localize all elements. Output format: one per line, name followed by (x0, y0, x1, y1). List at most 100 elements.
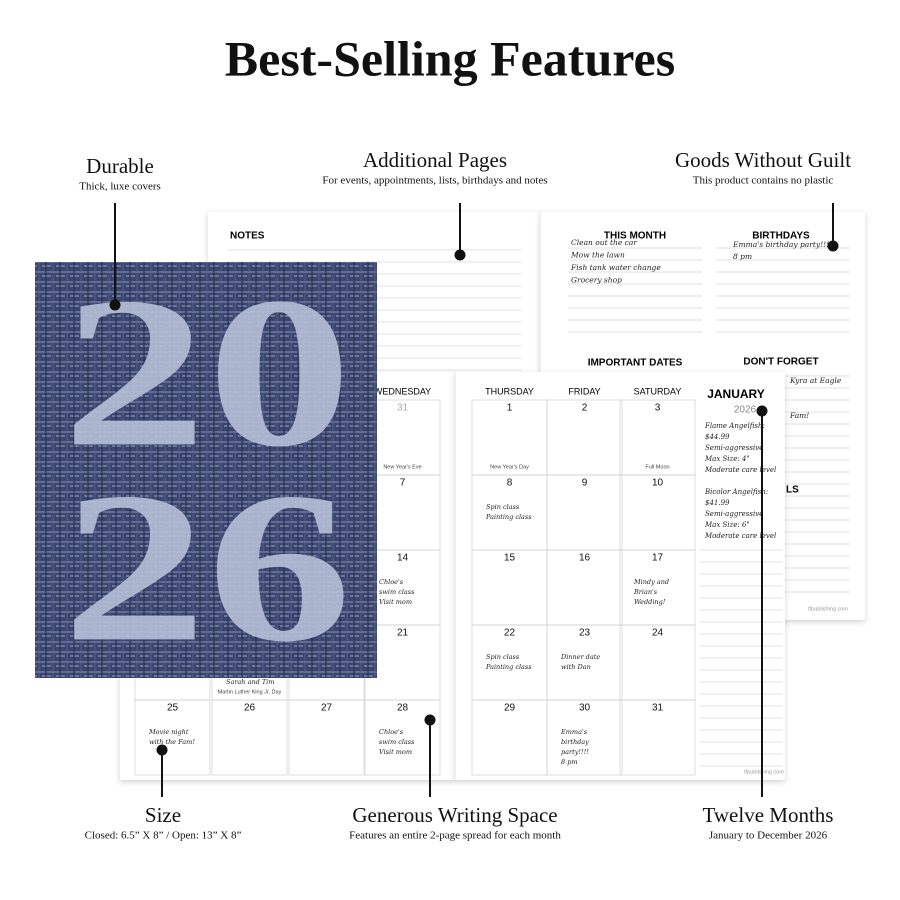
handwritten-note: Moderate care level (704, 466, 776, 474)
handwritten-note: $44.99 (705, 433, 730, 441)
callout-title: Durable (86, 154, 154, 178)
handwritten-note: Semi-aggressive (705, 444, 763, 452)
day-number: 27 (321, 703, 333, 714)
handwritten-note: Sarah and Tim (226, 678, 274, 686)
callout-subtitle: January to December 2026 (709, 830, 828, 842)
handwritten-note: Max Size: 4" (704, 455, 750, 463)
handwritten-note: with the Fam! (149, 738, 195, 746)
handwritten-note: Painting class (485, 513, 532, 521)
calendar-cell (619, 699, 696, 776)
handwritten-note: Wedding! (634, 598, 666, 606)
footer-url: tfpublishing.com (808, 606, 848, 612)
callouts: Durable Thick, luxe covers Additional Page… (79, 148, 851, 842)
handwritten-note: Fish tank water change (570, 263, 661, 272)
handwritten-note: Clean out the car (571, 238, 637, 247)
calendar-event: Full Moon (645, 464, 669, 470)
handwritten-note: with Dan (561, 663, 591, 671)
calendar-cell (134, 699, 211, 776)
handwritten-note: Chloe's (379, 578, 404, 586)
weekday-label: FRIDAY (568, 386, 600, 396)
calendar-cell (288, 699, 365, 776)
day-number: 30 (579, 703, 591, 714)
handwritten-note: Spin class (486, 653, 520, 661)
callout-title: Twelve Months (703, 803, 834, 827)
callout-dot (109, 299, 121, 311)
callout-dot (424, 714, 436, 726)
day-number: 15 (504, 553, 516, 564)
section-heading: DON'T FORGET (743, 357, 818, 368)
calendar-cell (546, 699, 623, 776)
handwritten-note: 8 pm (733, 252, 752, 261)
handwritten-note: 8 pm (561, 758, 578, 766)
handwritten-note: swim class (379, 738, 415, 746)
section-heading: BIRTHDAYS (752, 231, 810, 242)
section-heading: IMPORTANT DATES (588, 358, 683, 369)
day-number: 28 (397, 703, 409, 714)
callout-title: Size (145, 803, 181, 827)
handwritten-note: Mow the lawn (570, 251, 625, 260)
page-title: Best-Selling Features (225, 30, 675, 86)
callout-subtitle: Features an entire 2-page spread for eac… (349, 830, 561, 842)
day-number: 16 (579, 553, 591, 564)
footer-url: tfpublishing.com (744, 769, 784, 775)
day-number: 2 (582, 403, 588, 414)
callout-title: Goods Without Guilt (675, 148, 851, 172)
handwritten-note: Chloe's (379, 728, 404, 736)
day-number: 21 (397, 628, 409, 639)
handwritten-note: Movie night (148, 728, 189, 736)
handwritten-note: Moderate care level (704, 532, 776, 540)
cover-fabric (35, 262, 377, 678)
day-number: 10 (652, 478, 664, 489)
handwritten-note: Dinner date (560, 653, 600, 661)
section-heading: NOTES (230, 231, 265, 242)
callout-dot (827, 240, 839, 252)
day-number: 29 (504, 703, 516, 714)
handwritten-note: $41.99 (705, 499, 730, 507)
day-number: 25 (167, 703, 179, 714)
day-number: 3 (655, 403, 661, 414)
calendar-cell (364, 699, 441, 776)
handwritten-note: Mindy and (633, 578, 669, 586)
day-number: 17 (652, 553, 664, 564)
weekday-label: WEDNESDAY (374, 386, 431, 396)
day-number: 1 (507, 403, 513, 414)
weekday-label: THURSDAY (485, 386, 534, 396)
day-number: 22 (504, 628, 516, 639)
callout-dot (454, 249, 466, 261)
handwritten-note: Emma's birthday party!!!! (732, 240, 832, 249)
handwritten-note: Semi-aggressive (705, 510, 763, 518)
section-heading: THIS MONTH (604, 231, 666, 242)
callout-subtitle: This product contains no plastic (693, 175, 834, 187)
day-number: 7 (400, 478, 406, 489)
handwritten-note: Grocery shop (571, 276, 622, 285)
callout-title: Generous Writing Space (352, 803, 557, 827)
handwritten-note: Flame Angelfish: (704, 422, 765, 430)
calendar-cell (211, 699, 288, 776)
calendar-event: New Year's Eve (383, 464, 421, 470)
weekday-label: SATURDAY (634, 386, 682, 396)
callout-title: Additional Pages (363, 148, 507, 172)
section-heading: LS (786, 485, 799, 496)
handwritten-note: Visit mom (379, 748, 412, 756)
day-number: 9 (582, 478, 588, 489)
day-number: 26 (244, 703, 256, 714)
handwritten-note: Painting class (485, 663, 532, 671)
calendar-event: New Year's Day (490, 464, 529, 470)
cover-year: 20 (62, 252, 352, 491)
cover: 2026 (35, 252, 377, 686)
handwritten-note: Emma's (560, 728, 588, 736)
day-number: 24 (652, 628, 664, 639)
handwritten-note: Fam! (789, 411, 809, 420)
handwritten-note: Spin class (486, 503, 520, 511)
callout-subtitle: Thick, luxe covers (79, 181, 161, 193)
handwritten-note: swim class (379, 588, 415, 596)
callout-subtitle: For events, appointments, lists, birthda… (322, 175, 547, 187)
callout-dot (756, 405, 768, 417)
cover-year: 26 (62, 447, 352, 686)
handwritten-note: Kyra at Eagle (789, 376, 842, 385)
day-number: 14 (397, 553, 409, 564)
month-name: JANUARY (707, 387, 765, 401)
handwritten-note: birthday (561, 738, 589, 746)
day-number: 8 (507, 478, 513, 489)
